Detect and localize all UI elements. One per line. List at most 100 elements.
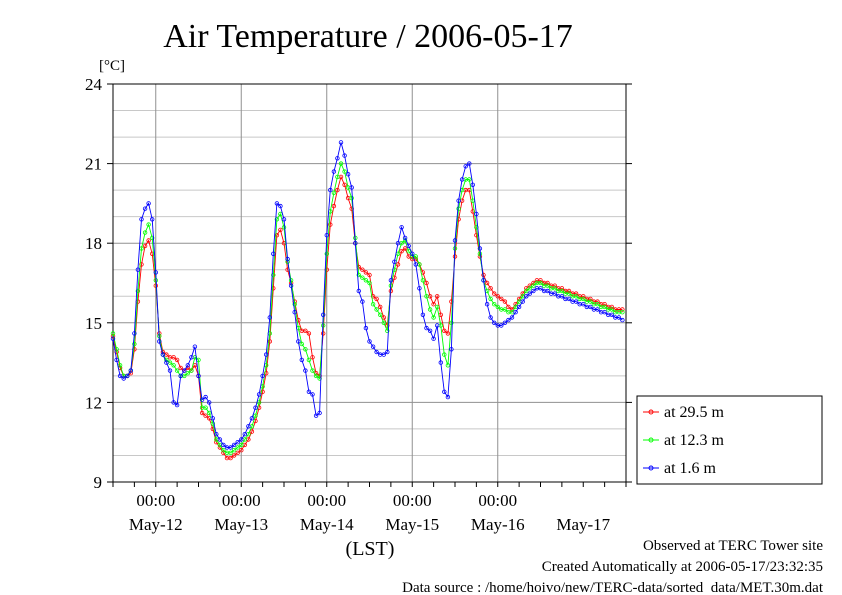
data-point [235,440,240,445]
data-point [374,349,379,355]
data-point [427,307,433,312]
data-point [492,291,497,296]
data-point [492,302,497,307]
data-point [338,161,344,166]
data-point [381,352,386,357]
data-point [573,294,579,299]
data-point [342,153,347,158]
data-point [117,373,123,379]
data-point [260,373,265,379]
data-point [559,286,565,291]
data-point [335,174,340,180]
legend-label: at 12.3 m [664,432,725,449]
data-point [427,328,433,333]
y-tick-label: 9 [94,473,103,492]
data-point [410,251,415,256]
data-point [499,323,504,328]
data-point [374,307,379,312]
data-point [153,270,158,275]
data-point [595,299,600,304]
data-point [385,328,390,333]
data-point [121,376,126,381]
y-tick-label: 21 [85,155,102,174]
data-point [527,291,532,296]
data-point [406,243,411,249]
data-point [566,288,572,294]
data-point [310,355,315,360]
x-tick-label: 00:00 [136,491,175,510]
data-point [199,397,205,402]
data-point [484,302,490,307]
data-point [402,235,408,241]
data-point [456,206,461,211]
data-point [445,331,451,336]
data-point [602,310,607,315]
data-point [431,302,436,307]
data-point [413,254,418,259]
data-point [449,347,454,352]
series-line [112,175,623,459]
data-point [231,453,237,458]
data-point [189,355,194,360]
data-point [125,373,130,379]
data-point [274,217,280,222]
data-point [442,352,447,357]
date-label: May-15 [385,515,439,534]
data-point [477,246,483,251]
data-point [356,272,361,278]
data-point [139,217,144,222]
data-point [363,270,369,275]
data-point [545,283,550,288]
data-point [174,402,180,408]
chart-title: Air Temperature / 2006-05-17 [163,18,573,55]
data-point [317,376,322,381]
data-point [459,177,465,182]
data-point [463,164,468,169]
series-line [112,142,623,448]
data-point [171,363,176,368]
data-point [296,339,301,344]
data-point [417,286,422,291]
data-point [171,355,176,360]
y-axis-unit-label: [°C] [99,58,125,74]
data-point [292,302,297,307]
data-point [513,310,518,315]
data-point [288,283,294,288]
data-point [167,368,173,373]
data-point [228,445,233,450]
data-point [306,331,312,336]
data-point [399,248,404,254]
data-point [338,140,344,145]
data-point [524,294,529,299]
data-point [492,320,497,325]
data-point [142,206,148,211]
data-point [228,450,233,455]
data-point [264,371,269,376]
data-point [306,389,312,394]
data-point [370,344,376,349]
legend-swatch-marker [648,465,654,471]
data-point [196,373,201,379]
data-point [438,360,443,365]
data-point [171,400,176,405]
data-point [288,278,294,283]
data-point [239,448,244,453]
data-point [620,310,625,315]
x-tick-label: 00:00 [393,491,432,510]
data-point [157,339,162,344]
data-point [285,256,290,262]
data-point [142,243,148,249]
data-point [609,304,614,310]
data-point [360,299,365,304]
data-point [278,227,283,233]
data-point [313,373,319,379]
data-point [595,302,600,307]
data-point [235,445,240,450]
data-point [342,182,347,187]
data-point [527,286,532,291]
data-point [292,310,297,315]
data-point [616,315,622,320]
data-point [442,328,447,333]
data-point [271,251,276,256]
data-point [520,299,525,304]
